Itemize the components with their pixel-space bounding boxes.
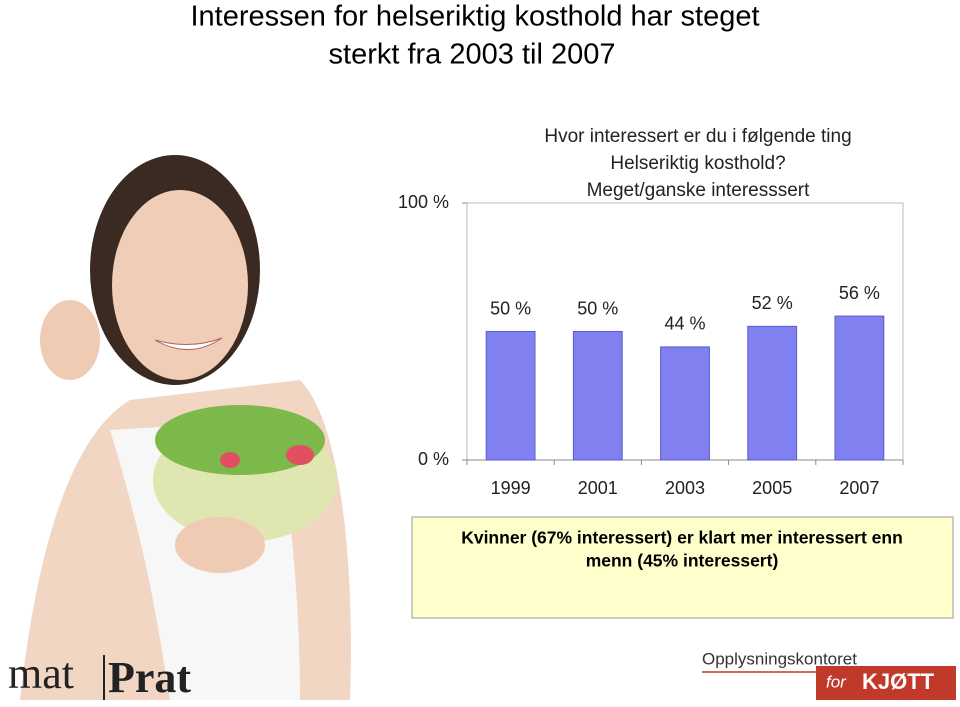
bar [572,331,623,461]
callout-text: Kvinner (67% interessert) er klart mer i… [461,528,903,548]
logo-text: KJØTT [862,669,935,694]
bar [485,331,536,461]
logo-text: for [826,672,847,691]
x-tick-label: 2005 [752,478,792,498]
chart-title: Meget/ganske interesssert [587,180,811,201]
x-tick-label: 2003 [665,478,705,498]
value-label: 50 % [577,298,618,318]
slide-title: sterkt fra 2003 til 2007 [329,39,616,71]
value-label: 52 % [752,293,793,313]
x-tick-label: 2001 [578,478,618,498]
y-tick-label: 100 % [398,192,449,212]
callout-text: menn (45% interessert) [586,551,779,571]
photo [20,155,351,700]
callout-box [411,516,954,619]
logo-text: Opplysningskontoret [702,649,857,668]
bar [834,315,885,461]
chart-title: Hvor interessert er du i følgende ting [544,126,851,147]
x-tick-label: 2007 [839,478,879,498]
logo-text: mat [8,649,74,698]
value-label: 56 % [839,283,880,303]
logo-text: Prat [108,653,191,702]
bar [660,346,710,461]
y-tick-label: 0 % [418,449,449,469]
value-label: 44 % [664,314,705,334]
bar [747,325,798,461]
x-tick-label: 1999 [491,478,531,498]
slide-title: Interessen for helseriktig kosthold har … [190,1,759,33]
chart-title: Helseriktig kosthold? [610,153,785,174]
value-label: 50 % [490,298,531,318]
